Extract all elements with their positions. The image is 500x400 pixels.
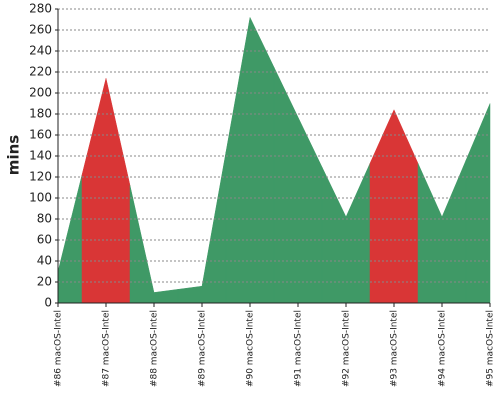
x-tick-label: #94 macOS-Intel: [438, 310, 448, 387]
x-tick-label: #93 macOS-Intel: [390, 310, 400, 387]
y-tick-label: 160: [29, 128, 52, 142]
x-tick-label: #95 macOS-Intel: [486, 310, 496, 387]
area-segment: [129, 185, 179, 304]
x-tick-label: #92 macOS-Intel: [342, 310, 352, 387]
area-segment: [57, 174, 83, 304]
y-tick-label: 260: [29, 23, 52, 37]
y-tick-label: 120: [29, 170, 52, 184]
y-tick-label: 220: [29, 65, 52, 79]
y-tick-label: 60: [37, 233, 52, 247]
area-segment: [369, 109, 419, 304]
x-tick-label: #91 macOS-Intel: [294, 310, 304, 387]
y-tick-label: 280: [29, 2, 52, 16]
x-tick-label: #87 macOS-Intel: [102, 310, 112, 387]
y-tick-label: 180: [29, 107, 52, 121]
y-tick-label: 80: [37, 212, 52, 226]
x-tick-label: #90 macOS-Intel: [246, 310, 256, 387]
area-segment: [273, 67, 323, 304]
y-tick-label: 40: [37, 254, 52, 268]
x-tick-label: #88 macOS-Intel: [150, 310, 160, 387]
y-tick-label: 100: [29, 191, 52, 205]
y-tick-label: 240: [29, 44, 52, 58]
area-segment: [177, 151, 227, 304]
area-segment: [81, 78, 131, 304]
y-tick-label: 200: [29, 86, 52, 100]
area-segment: [225, 16, 275, 304]
y-axis-label: mins: [5, 135, 23, 175]
y-tick-label: 140: [29, 149, 52, 163]
y-tick-label: 0: [44, 296, 52, 310]
area-group: [57, 16, 491, 304]
area-segment: [465, 103, 491, 304]
x-tick-label: #89 macOS-Intel: [198, 310, 208, 387]
x-tick-label: #86 macOS-Intel: [54, 310, 64, 387]
y-tick-label: 20: [37, 275, 52, 289]
